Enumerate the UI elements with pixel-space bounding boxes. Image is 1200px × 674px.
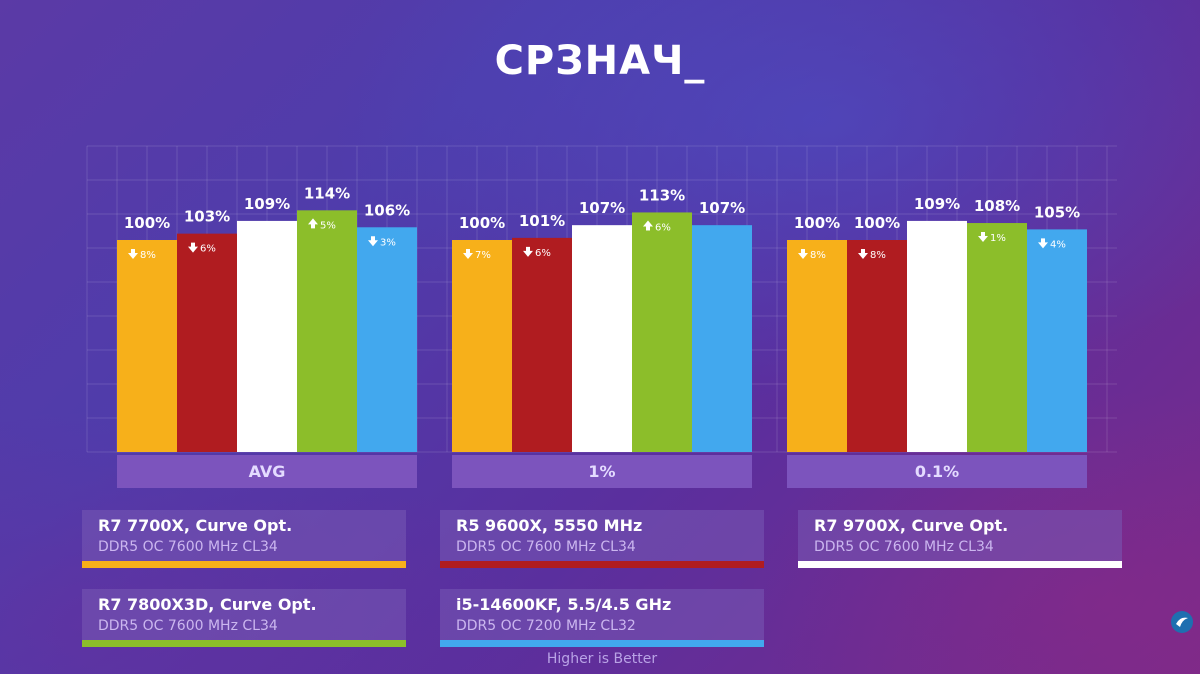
bar-group-1%: 100% 7% 101% 6% 107% 113% 6% 107% 1% bbox=[452, 186, 752, 488]
category-label: AVG bbox=[249, 462, 286, 481]
category-label-box bbox=[787, 455, 1087, 488]
bar-value-label: 100% bbox=[124, 214, 170, 232]
arrow-down-icon bbox=[188, 242, 198, 253]
category-label: 1% bbox=[588, 462, 615, 481]
legend-item-r7-7800x3d: R7 7800X3D, Curve Opt. DDR5 OC 7600 MHz … bbox=[82, 589, 406, 647]
higher-is-better-note: Higher is Better bbox=[546, 651, 658, 667]
arrow-down-icon bbox=[368, 236, 378, 247]
arrow-down-icon bbox=[463, 249, 473, 259]
legend-memory: DDR5 OC 7600 MHz CL34 bbox=[98, 618, 278, 634]
legend-memory: DDR5 OC 7600 MHz CL34 bbox=[456, 539, 636, 555]
bar bbox=[237, 220, 297, 452]
legend-item-i5-14600kf: i5-14600KF, 5.5/4.5 GHz DDR5 OC 7200 MHz… bbox=[440, 589, 764, 647]
bar-group-AVG: 100% 8% 103% 6% 109% 114% 5% 106% 3% AVG bbox=[117, 184, 417, 488]
legend-item-r7-7700x: R7 7700X, Curve Opt. DDR5 OC 7600 MHz CL… bbox=[82, 510, 406, 568]
legend-cpu-name: i5-14600KF, 5.5/4.5 GHz bbox=[456, 595, 672, 614]
legend-cpu-name: R7 9700X, Curve Opt. bbox=[814, 516, 1009, 535]
arrow-down-icon bbox=[128, 249, 138, 259]
bar-value-label: 103% bbox=[184, 208, 230, 226]
bar-value-label: 109% bbox=[914, 195, 960, 213]
legend-color-bar bbox=[440, 640, 764, 647]
legend-item-r5-9600x: R5 9600X, 5550 MHz DDR5 OC 7600 MHz CL34 bbox=[440, 510, 764, 568]
bar-delta-label: 8% bbox=[810, 250, 826, 261]
bar-delta-label: 7% bbox=[475, 250, 491, 261]
legend-color-bar bbox=[82, 561, 406, 568]
bar bbox=[572, 225, 632, 452]
bar-value-label: 100% bbox=[459, 214, 505, 232]
legend-cpu-name: R7 7800X3D, Curve Opt. bbox=[98, 595, 317, 614]
arrow-down-icon bbox=[523, 246, 533, 257]
bar-value-label: 109% bbox=[244, 195, 290, 213]
bar-delta-label: 1% bbox=[990, 233, 1006, 244]
bar-value-label: 100% bbox=[794, 214, 840, 232]
category-label: 0.1% bbox=[915, 462, 959, 481]
bar-group-0.1%: 100% 8% 100% 8% 109% 108% 1% 105% 4% 0.1% bbox=[787, 195, 1087, 488]
bar bbox=[177, 233, 237, 452]
bar-value-label: 100% bbox=[854, 214, 900, 232]
bar-delta-label: 6% bbox=[655, 222, 671, 233]
legend-memory: DDR5 OC 7600 MHz CL34 bbox=[814, 539, 994, 555]
bar bbox=[117, 240, 177, 452]
legend-cpu-name: R5 9600X, 5550 MHz bbox=[456, 516, 643, 535]
arrow-down-icon bbox=[978, 232, 988, 243]
bar-value-label: 114% bbox=[304, 184, 350, 202]
bar-delta-label: 6% bbox=[535, 248, 551, 259]
legend-memory: DDR5 OC 7600 MHz CL34 bbox=[98, 539, 278, 555]
arrow-down-icon bbox=[798, 249, 808, 259]
legend-cpu-name: R7 7700X, Curve Opt. bbox=[98, 516, 293, 535]
category-label-box bbox=[117, 455, 417, 488]
bar bbox=[787, 240, 847, 452]
bar bbox=[907, 220, 967, 452]
channel-logo-icon bbox=[1171, 611, 1193, 633]
arrow-down-icon bbox=[1038, 238, 1048, 249]
bar bbox=[632, 212, 692, 452]
bar bbox=[297, 210, 357, 452]
bar-value-label: 107% bbox=[699, 199, 745, 217]
arrow-up-icon bbox=[643, 220, 653, 231]
bar-delta-label: 8% bbox=[140, 250, 156, 261]
bar-delta-label: 3% bbox=[380, 237, 396, 248]
legend-color-bar bbox=[82, 640, 406, 647]
bar-value-label: 113% bbox=[639, 186, 685, 204]
bar-delta-label: 5% bbox=[320, 220, 336, 231]
legend-color-bar bbox=[440, 561, 764, 568]
bar-value-label: 107% bbox=[579, 199, 625, 217]
bar-delta-label: 6% bbox=[200, 244, 216, 255]
arrow-down-icon bbox=[858, 249, 868, 259]
bar-value-label: 105% bbox=[1034, 203, 1080, 221]
legend-item-r7-9700x: R7 9700X, Curve Opt. DDR5 OC 7600 MHz CL… bbox=[798, 510, 1122, 568]
bar-delta-label: 8% bbox=[870, 250, 886, 261]
bar bbox=[357, 227, 417, 452]
bar bbox=[452, 240, 512, 452]
chart-title: СРЗНАЧ_ bbox=[494, 38, 706, 84]
bar-value-label: 106% bbox=[364, 201, 410, 219]
bar bbox=[967, 223, 1027, 452]
bar-value-label: 108% bbox=[974, 197, 1020, 215]
bar-delta-label: 4% bbox=[1050, 239, 1066, 250]
bar bbox=[692, 225, 752, 452]
bar bbox=[512, 237, 572, 452]
bar-value-label: 101% bbox=[519, 212, 565, 230]
legend-color-bar bbox=[798, 561, 1122, 568]
legend-memory: DDR5 OC 7200 MHz CL32 bbox=[456, 618, 636, 634]
bar-chart: 100% 8% 103% 6% 109% 114% 5% 106% 3% AVG 100% 7% 101… bbox=[117, 184, 1087, 488]
category-label-box bbox=[452, 455, 752, 488]
bar bbox=[1027, 229, 1087, 452]
bar bbox=[847, 240, 907, 452]
arrow-up-icon bbox=[308, 218, 318, 229]
